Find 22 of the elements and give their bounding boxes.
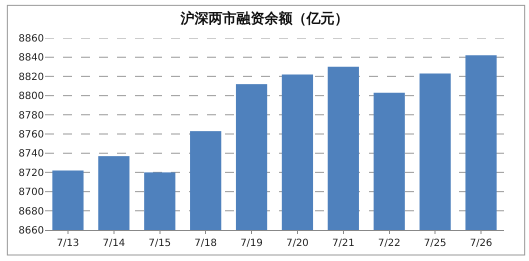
y-tick-label: 8860 [18, 34, 44, 44]
x-tick-label: 7/20 [286, 238, 309, 249]
y-tick-label: 8780 [18, 110, 44, 122]
y-tick-label: 8740 [18, 148, 44, 160]
x-tick-label: 7/21 [332, 238, 355, 249]
y-tick-label: 8840 [18, 52, 44, 64]
y-tick-label: 8820 [18, 72, 44, 83]
y-tick-label: 8800 [18, 91, 44, 102]
y-tick-label: 8700 [18, 187, 44, 198]
x-tick-label: 7/19 [240, 238, 263, 249]
x-tick-label: 7/18 [194, 238, 217, 249]
y-tick-label: 8680 [18, 206, 44, 218]
x-tick-label: 7/15 [148, 238, 171, 249]
x-tick-label: 7/25 [424, 238, 446, 249]
x-tick-label: 7/22 [378, 238, 400, 249]
chart-title: 沪深两市融资余额（亿元） [180, 10, 348, 27]
x-tick-label: 7/26 [470, 238, 492, 249]
y-tick-label: 8760 [18, 130, 44, 140]
x-tick-label: 7/13 [56, 238, 80, 249]
y-tick-label: 8720 [18, 168, 44, 179]
y-tick-label: 8660 [18, 226, 44, 236]
x-tick-label: 7/14 [102, 238, 126, 249]
